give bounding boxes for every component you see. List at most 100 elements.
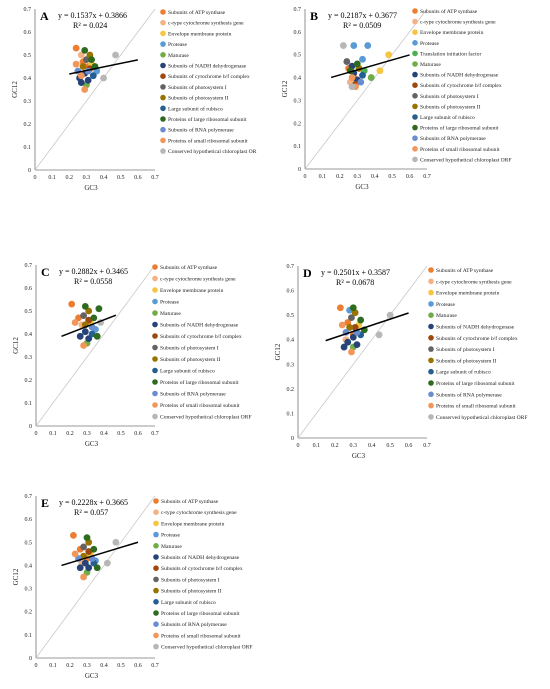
y-tick-label: 0.1 [24, 145, 32, 151]
data-point [112, 538, 120, 546]
legend-entry: Subunits of photosystem II [161, 588, 222, 595]
legend-marker [412, 135, 418, 141]
y-tick-label: 0.4 [25, 332, 33, 338]
x-tick-label: 0.4 [368, 443, 376, 449]
legend-entry: Subunits of NADH dehydrogenase [161, 554, 240, 561]
legend-entry: Proteins of small ribosomal subunit [168, 137, 248, 144]
legend-marker [412, 40, 418, 46]
y-tick-label: 0.5 [287, 313, 295, 319]
legend-marker [412, 18, 418, 25]
x-tick-label: 0.6 [406, 174, 414, 180]
x-tick-label: 0.2 [66, 175, 74, 181]
legend-entry: Subunits of ATP synthase [168, 9, 226, 16]
legend-marker [412, 8, 418, 14]
legend-marker [428, 368, 434, 375]
y-tick-label: 0.2 [25, 610, 33, 616]
legend-marker [152, 287, 158, 293]
data-point [89, 72, 97, 80]
x-tick-label: 0.6 [134, 663, 142, 669]
data-point [112, 51, 119, 59]
legend-entry: Maturase [420, 62, 441, 68]
legend-marker [428, 267, 434, 273]
regression-line [61, 314, 117, 338]
legend-entry: Subunits of photosystem I [436, 346, 495, 353]
regression-line [330, 54, 410, 79]
legend-marker [428, 414, 434, 420]
legend-marker [160, 148, 166, 154]
data-point [376, 67, 384, 75]
legend-entry: Envelope membrane protein [161, 521, 225, 527]
panel-D: 00 0.1 0.1 0.2 0.2 0.3 0.3 0.4 0.4 0.5 0.5 0.6 0.6 0.… [274, 264, 528, 460]
x-tick-label: 0.2 [336, 174, 344, 180]
legend-marker [153, 576, 159, 583]
y-tick-label: 0.5 [25, 309, 33, 315]
x-tick-label: 0.7 [151, 431, 159, 437]
legend-entry: Large subunit of rubisco [420, 114, 475, 121]
x-tick-label: 0.5 [117, 431, 125, 437]
y-tick-label: 0.7 [25, 494, 33, 500]
r-squared: R² = 0.057 [74, 508, 108, 517]
legend-marker [428, 289, 434, 296]
legend-entry: Subunits of ATP synthase [160, 264, 218, 271]
legend-marker [428, 301, 434, 307]
legend-marker [152, 379, 158, 385]
x-tick-label: 0.6 [405, 443, 413, 449]
y-tick-label: 0.6 [25, 517, 33, 523]
data-point [339, 42, 347, 49]
legend-entry: Maturase [160, 311, 181, 317]
y-tick-label: 0.2 [287, 387, 295, 393]
data-point [80, 342, 87, 349]
legend-entry: Subunits of cytochrome b/f complex [168, 73, 250, 80]
legend-entry: Subunits of photosystem II [168, 95, 229, 102]
legend-marker [428, 312, 434, 319]
data-point [343, 58, 351, 65]
data-point [340, 343, 348, 351]
legend-entry: c-type cytochrome synthesis gene [160, 277, 236, 283]
x-tick-label: 0.7 [423, 443, 431, 449]
x-tick-label: 0.4 [371, 174, 379, 180]
legend-entry: Envelope membrane protein [168, 31, 232, 37]
data-point [350, 42, 358, 49]
legend-entry: Conserved hypothetical chloroplast OR [168, 149, 257, 155]
legend-entry: Subunits of RNA polymerase [420, 135, 486, 142]
legend-marker [153, 632, 159, 639]
data-point [359, 55, 366, 63]
legend-marker [412, 124, 418, 131]
y-tick-label: 0.4 [294, 76, 302, 82]
x-tick-label: 0.5 [386, 443, 394, 449]
legend-marker [152, 321, 158, 328]
legend-marker [153, 554, 159, 560]
data-point [336, 304, 344, 312]
legend-entry: Subunits of NADH dehydrogenase [168, 63, 247, 70]
legend: Subunits of ATP synthase c-type cytochrom… [428, 267, 528, 421]
y-tick-label: 0.4 [25, 563, 33, 569]
legend-marker [428, 402, 434, 409]
y-tick-label: 0.6 [25, 286, 33, 292]
data-point [349, 333, 357, 341]
diagonal-reference-line [304, 8, 428, 170]
legend-entry: Proteins of small ribosomal subunit [420, 146, 500, 153]
diagonal-reference-line [35, 495, 156, 659]
legend-entry: Conserved hypothetical chloroplast ORF [161, 645, 253, 651]
y-tick-label: 0 [298, 167, 301, 173]
data-point [85, 548, 93, 555]
data-point [90, 314, 98, 322]
x-axis-label: GC3 [352, 452, 366, 460]
legend-entry: Subunits of photosystem I [420, 93, 479, 100]
r-squared: R² = 0.0678 [336, 278, 374, 287]
x-tick-label: 0.1 [319, 174, 327, 180]
legend: Subunits of ATP synthase c-type cytochrom… [160, 9, 257, 155]
y-axis-label: GC12 [281, 80, 289, 97]
legend-entry: Subunits of photosystem II [420, 103, 481, 110]
panel-letter: E [41, 496, 49, 510]
legend-marker [152, 413, 158, 420]
legend-marker [412, 146, 418, 152]
data-point [364, 42, 372, 49]
data-point [71, 550, 79, 558]
legend-entry: Subunits of NADH dehydrogenase [160, 322, 239, 329]
legend-entry: Subunits of ATP synthase [436, 267, 494, 274]
legend-marker [160, 105, 166, 112]
legend-entry: Subunits of RNA polymerase [160, 391, 226, 398]
legend-marker [160, 30, 166, 37]
x-tick-label: 0.6 [134, 431, 142, 437]
